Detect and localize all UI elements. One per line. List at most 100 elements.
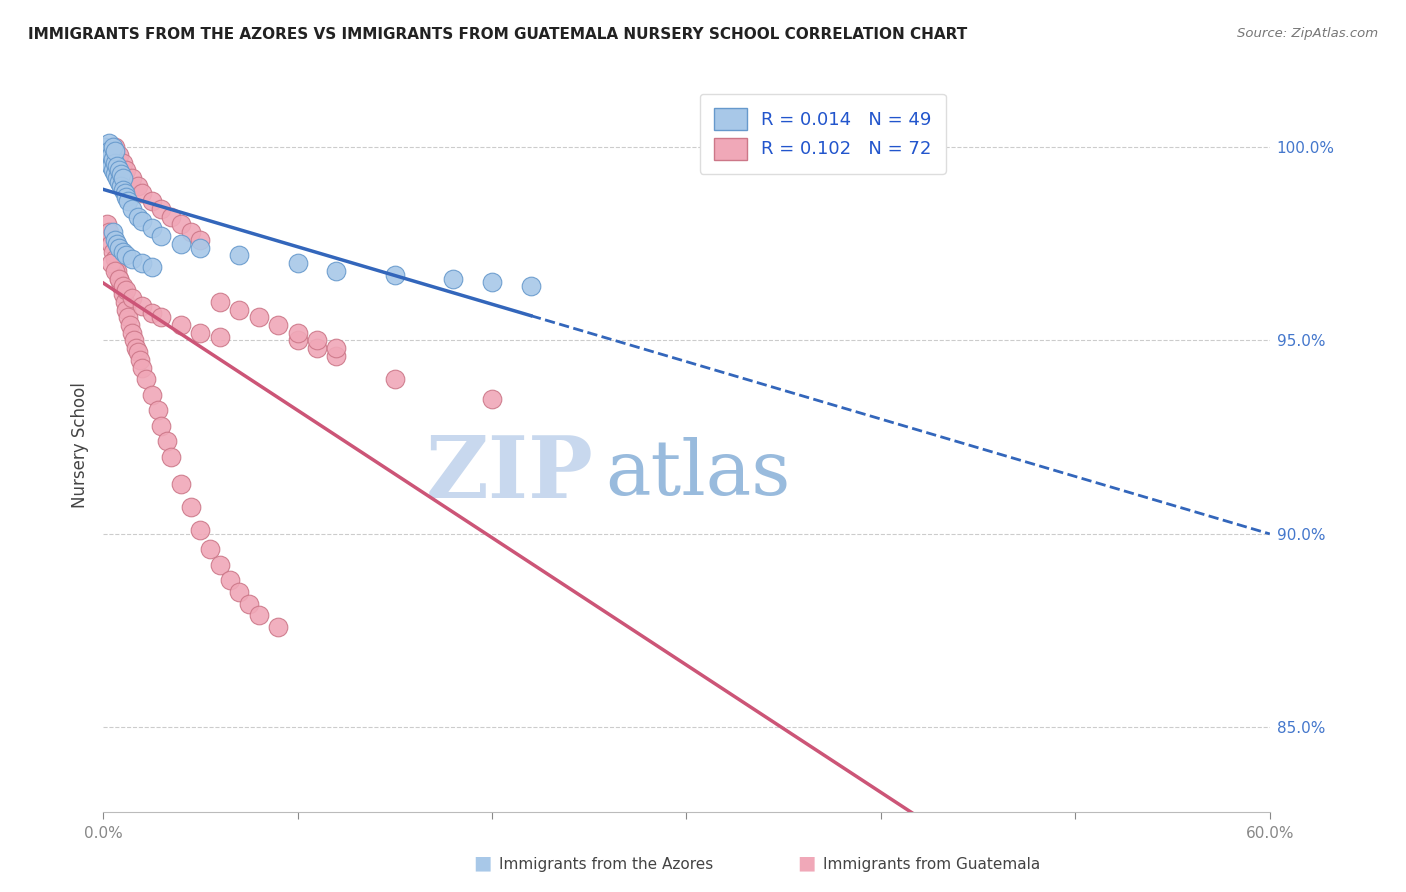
- Point: [107, 175, 129, 189]
- Point: [121, 326, 143, 340]
- Point: [156, 434, 179, 448]
- Point: [208, 558, 231, 572]
- Point: [111, 244, 134, 259]
- Point: [131, 360, 153, 375]
- Point: [97, 155, 120, 169]
- Point: [131, 256, 153, 270]
- Point: [97, 225, 120, 239]
- Point: [141, 194, 163, 209]
- Point: [96, 218, 118, 232]
- Point: [150, 202, 173, 216]
- Point: [96, 152, 118, 166]
- Point: [104, 252, 127, 267]
- Point: [111, 287, 134, 301]
- Point: [135, 372, 157, 386]
- Point: [104, 167, 127, 181]
- Point: [121, 202, 143, 216]
- Point: [121, 252, 143, 267]
- Point: [131, 213, 153, 227]
- Point: [160, 450, 183, 464]
- Point: [115, 163, 138, 178]
- Text: ■: ■: [474, 854, 492, 872]
- Point: [481, 392, 503, 406]
- Point: [150, 310, 173, 325]
- Point: [114, 186, 136, 201]
- Text: IMMIGRANTS FROM THE AZORES VS IMMIGRANTS FROM GUATEMALA NURSERY SCHOOL CORRELATI: IMMIGRANTS FROM THE AZORES VS IMMIGRANTS…: [28, 27, 967, 42]
- Point: [101, 152, 124, 166]
- Point: [115, 283, 138, 297]
- Point: [104, 264, 127, 278]
- Point: [107, 148, 129, 162]
- Point: [384, 268, 406, 282]
- Point: [325, 341, 347, 355]
- Point: [105, 264, 128, 278]
- Legend: R = 0.014   N = 49, R = 0.102   N = 72: R = 0.014 N = 49, R = 0.102 N = 72: [700, 94, 946, 174]
- Point: [97, 144, 120, 158]
- Point: [287, 326, 309, 340]
- Point: [100, 160, 122, 174]
- Point: [441, 271, 464, 285]
- Point: [198, 542, 221, 557]
- Point: [188, 523, 211, 537]
- Point: [218, 574, 240, 588]
- Point: [111, 279, 134, 293]
- Text: ■: ■: [797, 854, 815, 872]
- Point: [101, 140, 124, 154]
- Point: [110, 279, 132, 293]
- Point: [100, 256, 122, 270]
- Point: [228, 302, 250, 317]
- Point: [141, 221, 163, 235]
- Y-axis label: Nursery School: Nursery School: [72, 382, 89, 508]
- Point: [247, 310, 270, 325]
- Point: [228, 585, 250, 599]
- Point: [150, 418, 173, 433]
- Point: [104, 140, 127, 154]
- Text: Immigrants from Guatemala: Immigrants from Guatemala: [823, 857, 1040, 872]
- Point: [104, 155, 127, 169]
- Point: [127, 210, 149, 224]
- Point: [110, 167, 132, 181]
- Point: [208, 329, 231, 343]
- Point: [115, 248, 138, 262]
- Point: [247, 608, 270, 623]
- Point: [180, 500, 202, 514]
- Point: [121, 171, 143, 186]
- Point: [94, 148, 117, 162]
- Point: [146, 403, 169, 417]
- Point: [107, 271, 129, 285]
- Point: [101, 244, 124, 259]
- Point: [141, 387, 163, 401]
- Point: [111, 171, 134, 186]
- Point: [160, 210, 183, 224]
- Point: [105, 171, 128, 186]
- Point: [122, 334, 145, 348]
- Point: [131, 299, 153, 313]
- Point: [125, 341, 148, 355]
- Point: [127, 345, 149, 359]
- Point: [141, 260, 163, 274]
- Point: [238, 597, 260, 611]
- Point: [141, 306, 163, 320]
- Point: [180, 225, 202, 239]
- Text: Source: ZipAtlas.com: Source: ZipAtlas.com: [1237, 27, 1378, 40]
- Point: [520, 279, 543, 293]
- Point: [267, 620, 290, 634]
- Point: [114, 294, 136, 309]
- Point: [170, 236, 193, 251]
- Point: [170, 318, 193, 332]
- Point: [287, 256, 309, 270]
- Point: [115, 190, 138, 204]
- Point: [107, 241, 129, 255]
- Point: [208, 294, 231, 309]
- Point: [305, 334, 328, 348]
- Point: [170, 218, 193, 232]
- Point: [325, 349, 347, 363]
- Point: [104, 233, 127, 247]
- Text: atlas: atlas: [605, 437, 790, 511]
- Point: [121, 291, 143, 305]
- Point: [115, 302, 138, 317]
- Text: Immigrants from the Azores: Immigrants from the Azores: [499, 857, 713, 872]
- Point: [481, 276, 503, 290]
- Point: [228, 248, 250, 262]
- Point: [170, 476, 193, 491]
